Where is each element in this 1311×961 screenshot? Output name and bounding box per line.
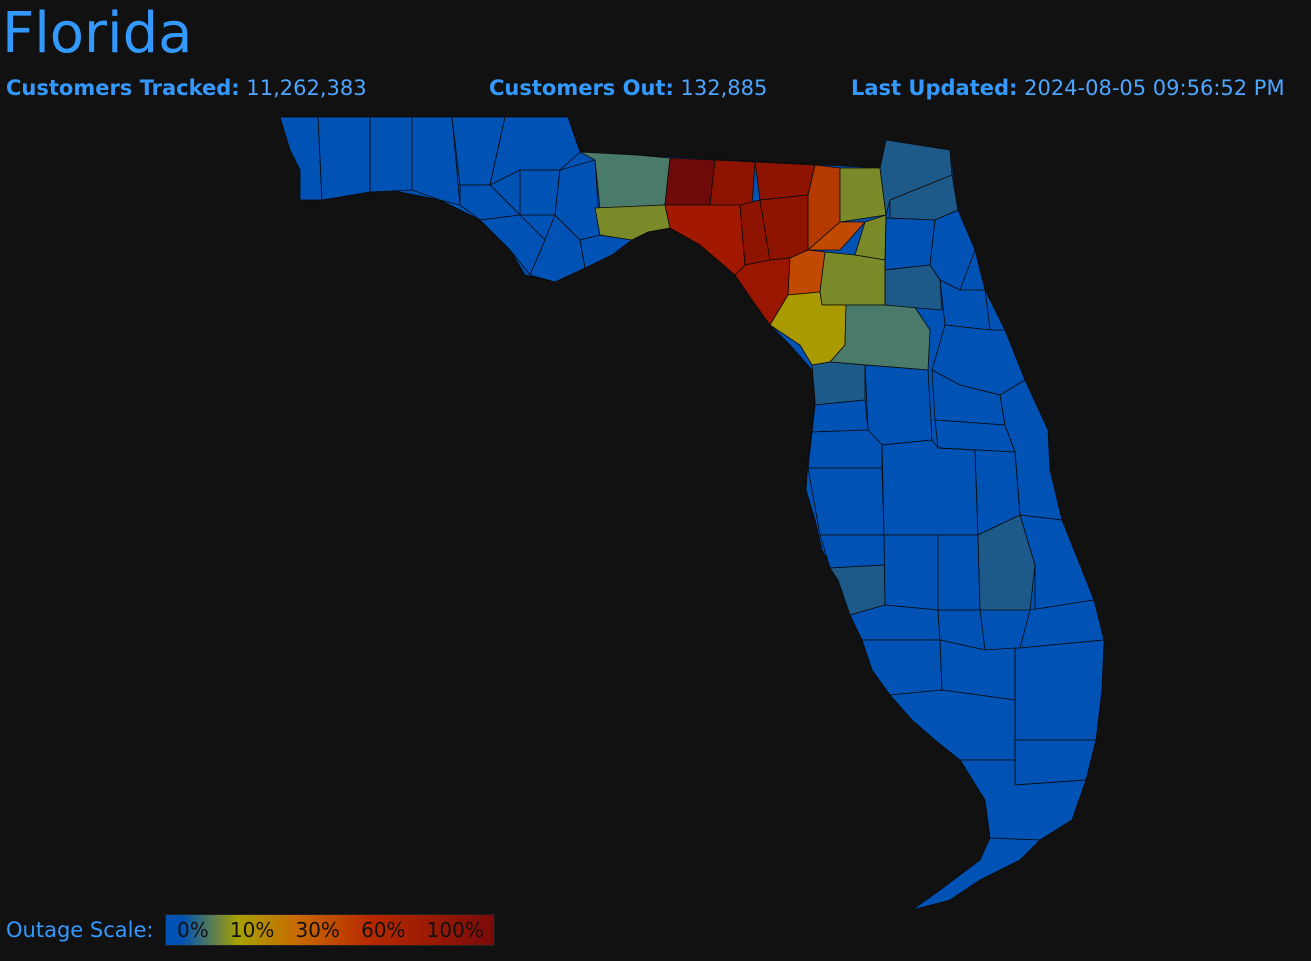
- county-okaloosa: [369, 116, 413, 193]
- legend-tick-60: 60%: [361, 918, 406, 942]
- county-santa-rosa: [317, 116, 371, 201]
- county-escambia: [279, 116, 323, 201]
- customers-out-label: Customers Out:: [489, 76, 674, 100]
- outage-legend: Outage Scale: 0% 10% 30% 60% 100%: [6, 914, 496, 946]
- south-counties: [807, 361, 1105, 841]
- county-taylor: [664, 204, 746, 276]
- county-sumter-lake: [864, 364, 933, 446]
- county-palm-beach: [1014, 639, 1105, 741]
- county-putnam: [884, 264, 943, 311]
- county-walton: [411, 116, 461, 206]
- county-franklin: [579, 234, 633, 269]
- county-okeechobee: [977, 514, 1036, 611]
- legend-tick-0: 0%: [177, 918, 209, 942]
- last-updated-stat: Last Updated: 2024-08-05 09:56:52 PM: [851, 76, 1285, 100]
- county-orange: [934, 419, 1016, 453]
- last-updated-value: 2024-08-05 09:56:52 PM: [1024, 76, 1285, 100]
- state-title: Florida: [2, 1, 193, 66]
- legend-tick-30: 30%: [295, 918, 340, 942]
- county-flagler: [939, 279, 991, 331]
- county-hillsborough: [807, 467, 885, 536]
- county-madison: [754, 161, 816, 201]
- customers-tracked-value: 11,262,383: [246, 76, 367, 100]
- county-hardee-desoto: [883, 534, 939, 611]
- last-updated-label: Last Updated:: [851, 76, 1018, 100]
- county-broward: [1014, 739, 1097, 786]
- county-wakulla: [594, 204, 671, 241]
- customers-tracked-label: Customers Tracked:: [6, 76, 240, 100]
- county-lee: [861, 639, 943, 696]
- panhandle-counties: [279, 116, 633, 283]
- county-clay: [884, 217, 936, 271]
- affected-counties: [579, 151, 931, 371]
- northeast-counties: [879, 139, 1026, 396]
- county-calhoun: [519, 169, 561, 216]
- legend-color-bar: 0% 10% 30% 60% 100%: [165, 914, 496, 946]
- county-jefferson: [709, 159, 756, 206]
- county-polk: [881, 439, 979, 536]
- county-gilchrist: [787, 249, 826, 296]
- customers-out-value: 132,885: [680, 76, 768, 100]
- county-alachua: [819, 251, 886, 306]
- county-baker: [839, 167, 887, 223]
- county-liberty: [554, 159, 601, 241]
- county-citrus: [811, 361, 866, 406]
- legend-tick-100: 100%: [426, 918, 484, 942]
- county-columbia: [806, 221, 866, 251]
- legend-label: Outage Scale:: [6, 918, 154, 942]
- legend-tick-10: 10%: [229, 918, 275, 942]
- customers-tracked-stat: Customers Tracked: 11,262,383: [6, 76, 367, 100]
- county-leon: [664, 157, 716, 206]
- county-pasco: [807, 429, 883, 469]
- county-collier: [889, 689, 1016, 761]
- customers-out-stat: Customers Out: 132,885: [489, 76, 767, 100]
- county-hernando: [811, 399, 869, 433]
- county-miami-dade: [959, 759, 1087, 841]
- county-highlands: [937, 534, 981, 611]
- county-manatee: [819, 534, 886, 569]
